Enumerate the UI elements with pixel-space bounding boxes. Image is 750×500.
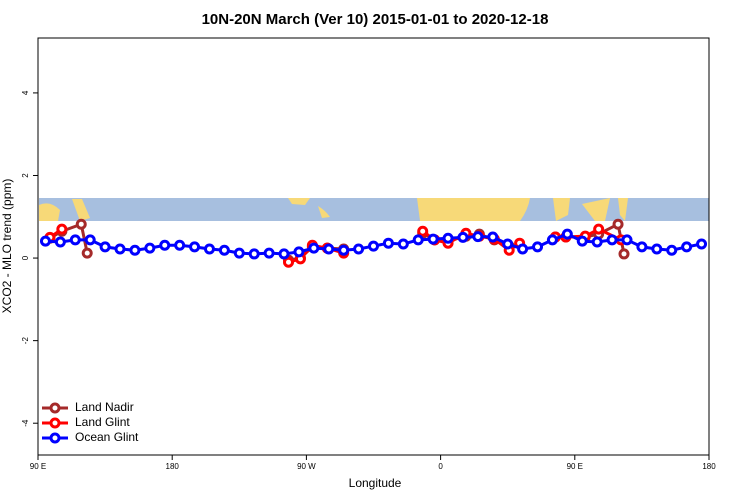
data-point — [308, 242, 320, 254]
data-point — [81, 247, 93, 259]
data-point — [56, 223, 68, 235]
data-point — [651, 243, 663, 255]
x-axis-label: Longitude — [349, 476, 402, 490]
data-point — [576, 235, 588, 247]
x-tick-label: 180 — [166, 462, 180, 471]
chart-title: 10N-20N March (Ver 10) 2015-01-01 to 202… — [202, 11, 549, 28]
y-tick-label: 4 — [21, 90, 30, 95]
data-point — [636, 241, 648, 253]
data-point — [129, 244, 141, 256]
data-point — [203, 243, 215, 255]
x-tick-label: 90 E — [567, 462, 583, 471]
y-tick-label: -2 — [21, 337, 30, 345]
data-point — [591, 236, 603, 248]
data-point — [412, 234, 424, 246]
data-point — [382, 237, 394, 249]
data-point — [278, 248, 290, 260]
data-point — [114, 243, 126, 255]
data-point — [75, 218, 87, 230]
data-point — [159, 239, 171, 251]
data-point — [293, 246, 305, 258]
map-strip — [39, 198, 709, 221]
data-point — [618, 248, 630, 260]
data-point — [417, 225, 429, 237]
y-tick-label: 2 — [21, 173, 30, 178]
x-tick-label: 90 W — [297, 462, 316, 471]
data-point — [427, 233, 439, 245]
x-tick-label: 180 — [702, 462, 716, 471]
data-point — [546, 234, 558, 246]
x-tick-label: 90 E — [30, 462, 46, 471]
data-point — [593, 223, 605, 235]
y-axis-label: XCO2 - MLO trend (ppm) — [0, 179, 14, 314]
data-point — [561, 228, 573, 240]
y-tick-label: -4 — [21, 419, 30, 427]
data-point — [54, 236, 66, 248]
legend-label: Land Nadir — [75, 400, 134, 414]
data-point — [502, 238, 514, 250]
data-point — [517, 243, 529, 255]
data-point — [99, 241, 111, 253]
data-point — [696, 238, 708, 250]
data-point — [69, 234, 81, 246]
data-point — [666, 244, 678, 256]
x-tick-label: 0 — [438, 462, 443, 471]
data-point — [263, 247, 275, 259]
plot-frame — [37, 37, 710, 456]
data-point — [442, 232, 454, 244]
data-point — [681, 241, 693, 253]
data-point — [621, 234, 633, 246]
data-point — [353, 243, 365, 255]
data-point — [472, 231, 484, 243]
data-point — [612, 218, 624, 230]
data-point — [397, 238, 409, 250]
data-point — [218, 244, 230, 256]
legend-marker — [49, 432, 61, 444]
data-point — [323, 243, 335, 255]
data-point — [248, 248, 260, 260]
data-point — [487, 231, 499, 243]
data-point — [174, 239, 186, 251]
legend-label: Land Glint — [75, 415, 130, 429]
data-point — [233, 247, 245, 259]
data-point — [338, 244, 350, 256]
legend-marker — [49, 402, 61, 414]
data-point — [283, 256, 295, 268]
data-point — [144, 242, 156, 254]
y-tick-label: 0 — [21, 255, 30, 260]
data-point — [606, 234, 618, 246]
legend-label: Ocean Glint — [75, 430, 139, 444]
data-point — [189, 241, 201, 253]
data-point — [84, 234, 96, 246]
data-point — [39, 235, 51, 247]
data-point — [457, 231, 469, 243]
legend-marker — [49, 417, 61, 429]
data-point — [368, 240, 379, 252]
data-point — [532, 241, 544, 253]
